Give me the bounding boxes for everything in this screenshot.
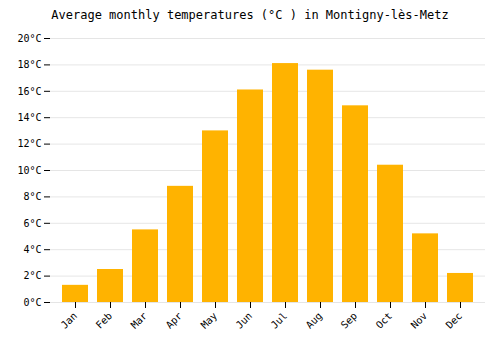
svg-text:Nov: Nov (409, 310, 430, 331)
svg-text:Jul: Jul (269, 310, 290, 331)
svg-text:0°C: 0°C (23, 297, 41, 308)
svg-text:18°C: 18°C (17, 59, 41, 70)
svg-text:14°C: 14°C (17, 112, 41, 123)
svg-text:Dec: Dec (444, 310, 465, 331)
svg-text:Feb: Feb (94, 310, 115, 331)
svg-text:Mar: Mar (129, 310, 150, 331)
svg-text:Sep: Sep (339, 310, 360, 331)
svg-text:20°C: 20°C (17, 33, 41, 44)
svg-text:Aug: Aug (304, 310, 325, 331)
svg-text:16°C: 16°C (17, 86, 41, 97)
svg-text:2°C: 2°C (23, 270, 41, 281)
html-text:Average monthly temperatures (: Average monthly temperatures (°C ) in Mo… (51, 8, 449, 22)
svg-text:12°C: 12°C (17, 138, 41, 149)
svg-text:Jan: Jan (59, 310, 80, 331)
svg-text:4°C: 4°C (23, 244, 41, 255)
svg-text:10°C: 10°C (17, 165, 41, 176)
svg-text:Oct: Oct (374, 310, 395, 331)
svg-text:8°C: 8°C (23, 191, 41, 202)
svg-text:Apr: Apr (164, 310, 185, 331)
svg-text:May: May (199, 310, 220, 331)
svg-text:6°C: 6°C (23, 218, 41, 229)
svg-text:Jun: Jun (234, 310, 255, 331)
